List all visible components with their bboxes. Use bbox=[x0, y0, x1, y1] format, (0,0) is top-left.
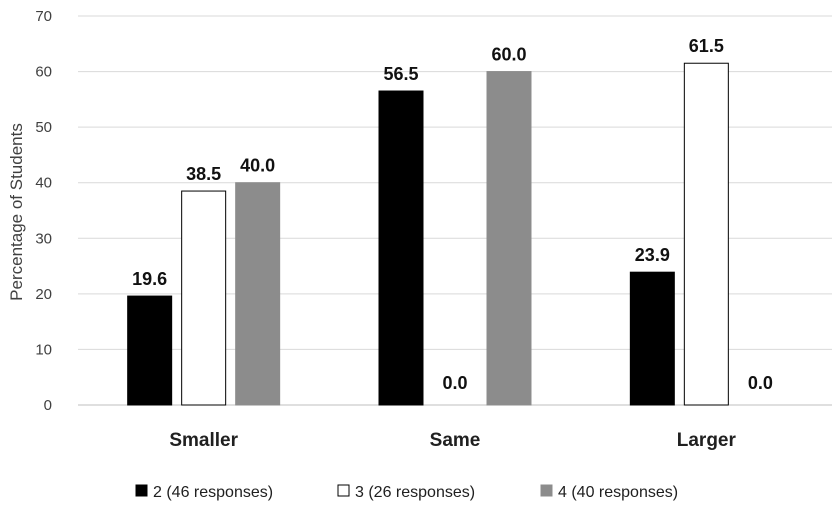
data-label: 23.9 bbox=[635, 245, 670, 265]
data-label: 61.5 bbox=[689, 36, 724, 56]
y-tick-label: 0 bbox=[44, 397, 52, 414]
bar bbox=[181, 190, 227, 406]
category-label: Same bbox=[430, 430, 481, 451]
bar bbox=[629, 271, 675, 406]
data-label: 0.0 bbox=[442, 373, 467, 393]
y-axis-title: Percentage of Students bbox=[7, 123, 26, 301]
y-tick-label: 60 bbox=[35, 64, 52, 81]
bars bbox=[127, 62, 729, 406]
bar bbox=[235, 182, 281, 406]
category-labels: Smaller Same Larger bbox=[169, 430, 736, 451]
legend-swatch bbox=[540, 484, 553, 497]
bar bbox=[127, 295, 173, 406]
legend-label: 4 (40 responses) bbox=[558, 484, 678, 501]
category-label: Larger bbox=[677, 430, 737, 451]
data-label: 19.6 bbox=[132, 269, 167, 289]
data-labels: 19.6 38.5 40.0 56.5 0.0 60.0 23.9 61.5 0.0 bbox=[132, 36, 773, 393]
legend-swatch bbox=[135, 484, 148, 497]
bar bbox=[486, 71, 532, 406]
y-tick-label: 20 bbox=[35, 286, 52, 303]
legend: 2 (46 responses) 3 (26 responses) 4 (40 re… bbox=[135, 484, 678, 501]
y-tick-label: 70 bbox=[35, 8, 52, 25]
legend-label: 2 (46 responses) bbox=[153, 484, 273, 501]
legend-label: 3 (26 responses) bbox=[355, 484, 475, 501]
bar bbox=[378, 90, 424, 406]
y-tick-label: 30 bbox=[35, 230, 52, 247]
category-label: Smaller bbox=[169, 430, 238, 451]
data-label: 60.0 bbox=[491, 45, 526, 65]
y-axis-ticks: 0 10 20 30 40 50 60 70 bbox=[35, 8, 52, 414]
y-tick-label: 50 bbox=[35, 119, 52, 136]
y-tick-label: 10 bbox=[35, 341, 52, 358]
data-label: 40.0 bbox=[240, 156, 275, 176]
y-tick-label: 40 bbox=[35, 175, 52, 192]
data-label: 38.5 bbox=[186, 164, 221, 184]
legend-swatch bbox=[337, 484, 350, 497]
data-label: 0.0 bbox=[748, 373, 773, 393]
bar bbox=[683, 62, 729, 406]
data-label: 56.5 bbox=[383, 64, 418, 84]
